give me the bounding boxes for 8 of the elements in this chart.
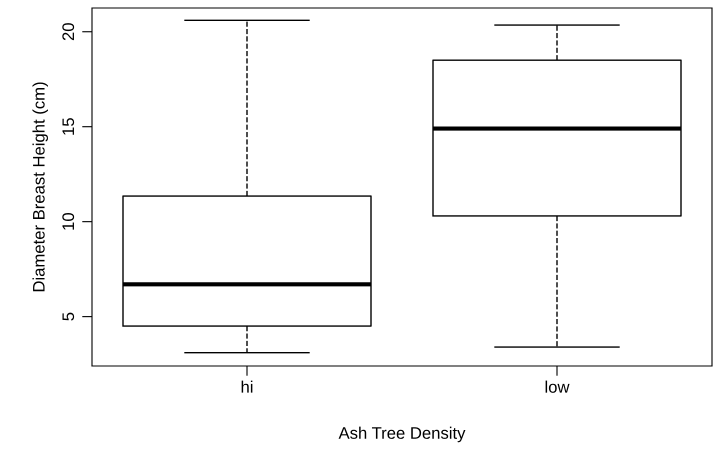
x-axis-title: Ash Tree Density (338, 426, 466, 442)
y-tick-label: 20 (62, 23, 74, 40)
y-tick-label: 15 (62, 118, 74, 135)
x-tick-label: hi (242, 380, 252, 393)
x-tick-label: low (546, 380, 570, 393)
y-axis-title: Diameter Breast Height (cm) (32, 82, 48, 292)
y-tick-label: 10 (62, 213, 74, 230)
y-tick-label: 5 (62, 312, 74, 321)
